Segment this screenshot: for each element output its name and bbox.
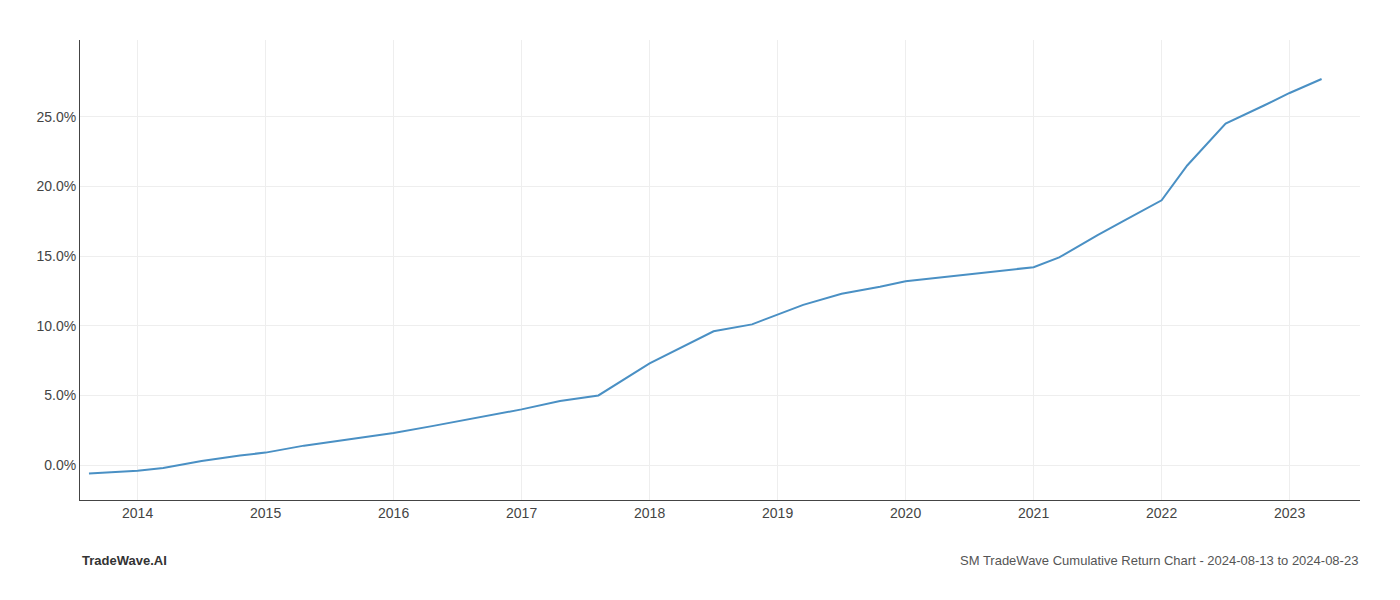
svg-text:2023: 2023 (1274, 505, 1305, 521)
svg-text:2022: 2022 (1146, 505, 1177, 521)
svg-text:10.0%: 10.0% (36, 318, 76, 334)
svg-text:2021: 2021 (1018, 505, 1049, 521)
svg-text:20.0%: 20.0% (36, 178, 76, 194)
svg-text:2017: 2017 (506, 505, 537, 521)
svg-text:2019: 2019 (762, 505, 793, 521)
svg-text:25.0%: 25.0% (36, 109, 76, 125)
svg-text:0.0%: 0.0% (44, 457, 76, 473)
svg-text:5.0%: 5.0% (44, 387, 76, 403)
svg-text:2015: 2015 (250, 505, 281, 521)
svg-text:2014: 2014 (122, 505, 153, 521)
svg-text:2020: 2020 (890, 505, 921, 521)
svg-text:TradeWave.AI: TradeWave.AI (82, 553, 167, 568)
svg-text:2016: 2016 (378, 505, 409, 521)
svg-text:SM TradeWave Cumulative Return: SM TradeWave Cumulative Return Chart - 2… (960, 553, 1358, 568)
svg-text:2018: 2018 (634, 505, 665, 521)
svg-text:15.0%: 15.0% (36, 248, 76, 264)
